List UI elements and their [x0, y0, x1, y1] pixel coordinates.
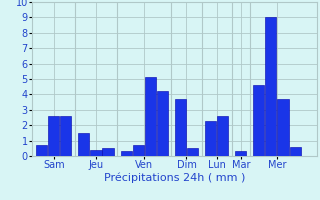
Bar — [157, 91, 168, 156]
Bar — [91, 150, 101, 156]
Bar — [78, 133, 90, 156]
Bar — [217, 116, 228, 156]
Bar — [277, 99, 289, 156]
X-axis label: Précipitations 24h ( mm ): Précipitations 24h ( mm ) — [104, 173, 245, 183]
Bar — [205, 121, 216, 156]
Bar — [121, 151, 132, 156]
Bar — [235, 151, 246, 156]
Bar — [187, 148, 198, 156]
Bar — [265, 17, 276, 156]
Bar — [145, 77, 156, 156]
Bar — [253, 85, 264, 156]
Bar — [175, 99, 186, 156]
Bar — [60, 116, 71, 156]
Bar — [290, 147, 300, 156]
Bar — [133, 145, 144, 156]
Bar — [102, 148, 114, 156]
Bar — [36, 145, 47, 156]
Bar — [48, 116, 59, 156]
